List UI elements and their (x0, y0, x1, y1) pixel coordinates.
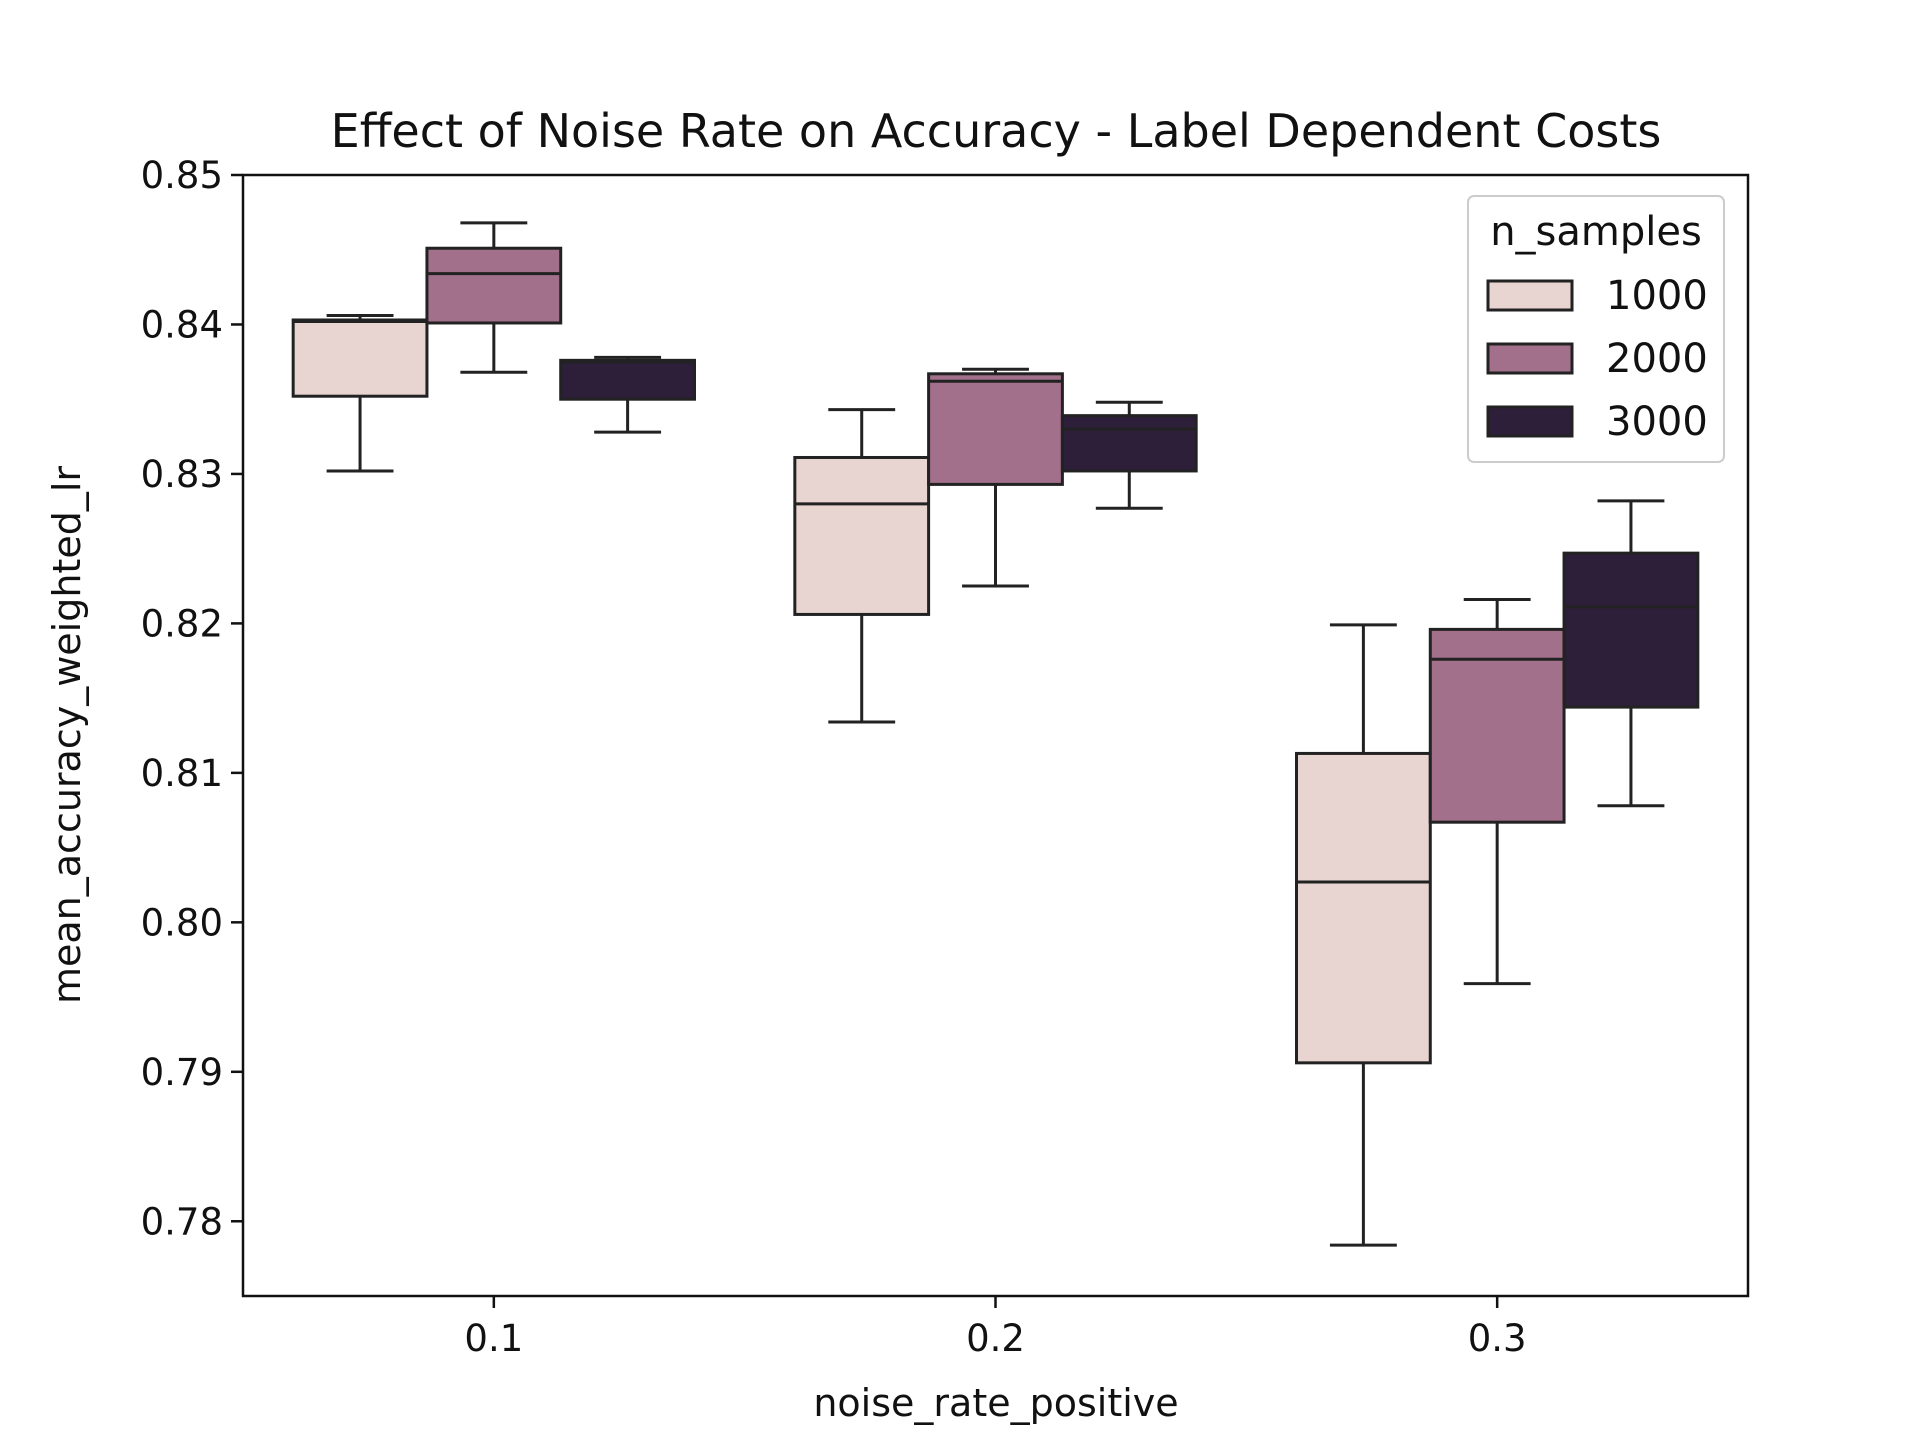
legend-swatch-3000 (1486, 405, 1574, 438)
box-1000-0.2 (793, 408, 931, 724)
x-axis: 0.1 0.2 0.3 (464, 1296, 1527, 1360)
box-iqr (1060, 414, 1198, 473)
legend-swatch-2000 (1486, 342, 1574, 375)
boxes-layer (291, 221, 1700, 1247)
x-tick-label: 0.2 (966, 1317, 1025, 1360)
legend-label-2000: 2000 (1606, 336, 1708, 382)
box-2000-0.1 (425, 221, 563, 374)
chart-title: Effect of Noise Rate on Accuracy - Label… (331, 104, 1662, 158)
legend-title: n_samples (1490, 209, 1702, 255)
y-axis: 0.78 0.79 0.80 0.81 0.82 0.83 0.84 0.85 (141, 154, 243, 1243)
legend-swatch-1000 (1486, 279, 1574, 312)
box-iqr (1562, 551, 1700, 709)
box-iqr (291, 318, 429, 398)
box-3000-0.3 (1562, 499, 1700, 808)
y-tick-label: 0.83 (141, 453, 223, 496)
y-tick-label: 0.82 (141, 602, 223, 645)
box-iqr (425, 246, 563, 325)
box-1000-0.3 (1295, 623, 1432, 1247)
legend-label-1000: 1000 (1606, 273, 1708, 319)
y-tick-label: 0.84 (141, 303, 223, 346)
box-1000-0.1 (291, 313, 429, 473)
box-iqr (793, 455, 931, 616)
legend-label-3000: 3000 (1606, 399, 1708, 445)
y-tick-label: 0.85 (141, 154, 223, 197)
y-tick-label: 0.80 (141, 901, 223, 944)
y-axis-title: mean_accuracy_weighted_lr (45, 466, 89, 1004)
legend-frame (1467, 195, 1725, 463)
box-iqr (927, 372, 1064, 486)
y-tick-label: 0.78 (141, 1200, 223, 1243)
box-iqr (1295, 751, 1432, 1065)
y-tick-label: 0.79 (141, 1051, 223, 1094)
legend-items: 1000 2000 3000 (1486, 273, 1708, 445)
box-2000-0.2 (927, 367, 1064, 588)
y-tick-label: 0.81 (141, 752, 223, 795)
box-iqr (559, 358, 696, 401)
x-axis-title: noise_rate_positive (813, 1381, 1178, 1425)
x-tick-label: 0.3 (1468, 1317, 1527, 1360)
legend: n_samples 1000 2000 3000 (1467, 195, 1725, 463)
box-3000-0.2 (1060, 400, 1198, 510)
box-2000-0.3 (1428, 597, 1566, 986)
x-tick-label: 0.1 (464, 1317, 523, 1360)
box-3000-0.1 (559, 355, 696, 434)
box-iqr (1428, 627, 1566, 824)
